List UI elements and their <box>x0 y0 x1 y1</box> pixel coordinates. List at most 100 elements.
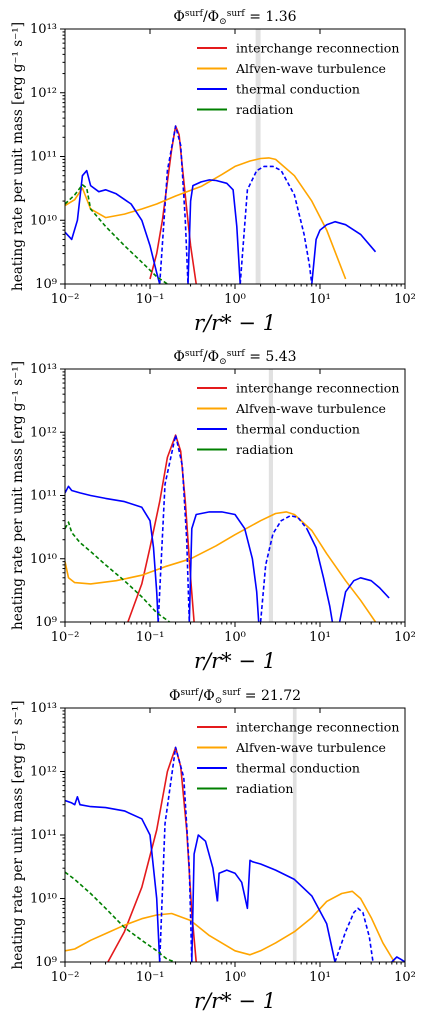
chart-title: Φsurf/Φ⊙surf = 21.72 <box>169 688 301 706</box>
title-sub: ⊙ <box>215 696 223 706</box>
y-tick-label: 10¹³ <box>30 701 57 716</box>
series-line-thermal-conduction-dashed-2- <box>259 514 308 622</box>
title-mid: /Φ <box>203 9 219 25</box>
legend: interchange reconnection Alfven-wave turb… <box>197 720 399 796</box>
x-tick-label: 10⁻¹ <box>136 970 165 985</box>
legend-label: radiation <box>236 442 293 457</box>
chart-panel-3: 10⁻² 10⁻¹ 10⁰ 10¹ 10² 10⁹ 10¹⁰ 10¹¹ 10¹² 10¹³ Φsur… <box>10 688 416 1013</box>
x-tick-label: 10⁰ <box>224 292 246 307</box>
x-tick-label: 10² <box>394 970 416 985</box>
legend: interchange reconnection Alfven-wave turb… <box>197 41 399 117</box>
legend-label: interchange reconnection <box>236 381 399 396</box>
shaded-band <box>268 369 274 622</box>
title-main: Φ <box>173 9 184 25</box>
x-axis-label: r/r* − 1 <box>194 311 276 335</box>
y-axis-label: heating rate per unit mass [erg g⁻¹ s⁻¹] <box>10 701 26 970</box>
x-axis-label: r/r* − 1 <box>194 989 276 1013</box>
legend-label: interchange reconnection <box>236 41 399 56</box>
legend: interchange reconnection Alfven-wave turb… <box>197 381 399 457</box>
title-sup: surf <box>227 9 246 19</box>
title-sup: surf <box>185 349 204 359</box>
legend-label: Alfven-wave turbulence <box>235 61 386 76</box>
x-tick-label: 10⁻² <box>51 630 80 645</box>
series-line-thermal-conduction-dashed- <box>158 746 193 962</box>
title-sub: ⊙ <box>219 17 227 27</box>
legend-label: thermal conduction <box>236 761 360 776</box>
x-tick-label: 10⁻¹ <box>136 630 165 645</box>
y-tick-label: 10¹⁰ <box>30 213 57 228</box>
legend-label: thermal conduction <box>236 82 360 97</box>
series-line-thermal-conduction-dashed- <box>158 125 189 284</box>
title-sup: surf <box>185 9 204 19</box>
series-line-thermal-conduction-3- <box>311 220 377 284</box>
series-line-alfven-wave-turbulence <box>65 157 347 280</box>
x-tick-label: 10¹ <box>309 630 331 645</box>
y-tick-label: 10¹⁰ <box>30 552 57 567</box>
title-value: = 1.36 <box>245 9 297 25</box>
x-tick-label: 10² <box>394 292 416 307</box>
x-tick-label: 10² <box>394 630 416 645</box>
series-group <box>65 434 390 622</box>
x-tick-label: 10⁻¹ <box>136 292 165 307</box>
x-tick-label: 10¹ <box>309 292 331 307</box>
legend-label: thermal conduction <box>236 422 360 437</box>
series-line-thermal-conduction-dashed-2- <box>334 907 374 962</box>
y-axis-label: heating rate per unit mass [erg g⁻¹ s⁻¹] <box>10 22 26 291</box>
x-tick-label: 10¹ <box>309 970 331 985</box>
title-value: = 21.72 <box>240 688 301 704</box>
series-line-thermal-conduction-2- <box>187 179 241 284</box>
series-line-thermal-conduction-2- <box>188 511 260 622</box>
series-line-thermal-conduction-3- <box>306 528 334 622</box>
title-sup: surf <box>222 688 241 698</box>
series-line-thermal-conduction <box>65 169 161 284</box>
series-line-thermal-conduction-3- <box>216 859 336 962</box>
legend-label: radiation <box>236 102 293 117</box>
y-tick-label: 10⁹ <box>35 615 57 630</box>
title-sup: surf <box>180 688 199 698</box>
series-line-thermal-conduction-2- <box>191 834 219 962</box>
chart-title: Φsurf/Φ⊙surf = 1.36 <box>173 9 296 27</box>
title-main: Φ <box>173 349 184 365</box>
x-tick-label: 10⁻² <box>51 292 80 307</box>
chart-panel-2: 10⁻² 10⁻¹ 10⁰ 10¹ 10² 10⁹ 10¹⁰ 10¹¹ 10¹² 10¹³ Φsur… <box>10 349 416 673</box>
shaded-band <box>255 29 261 284</box>
y-tick-label: 10⁹ <box>35 955 57 970</box>
series-line-thermal-conduction-dashed-2- <box>239 165 313 284</box>
y-tick-label: 10¹³ <box>30 362 57 377</box>
series-line-alfven-wave-turbulence <box>65 511 377 622</box>
series-line-radiation <box>65 521 171 622</box>
series-line-alfven-wave-turbulence <box>65 890 396 962</box>
title-value: = 5.43 <box>245 349 297 365</box>
y-tick-label: 10¹⁰ <box>30 892 57 907</box>
x-tick-label: 10⁰ <box>224 970 246 985</box>
series-line-thermal-conduction-4- <box>391 956 405 962</box>
legend-label: Alfven-wave turbulence <box>235 740 386 755</box>
shaded-band <box>292 708 297 962</box>
y-axis-label: heating rate per unit mass [erg g⁻¹ s⁻¹] <box>10 361 26 630</box>
chart-panel-1: 10⁻² 10⁻¹ 10⁰ 10¹ 10² 10⁹ 10¹⁰ 10¹¹ 10¹² 10¹³ Φsur… <box>10 9 416 335</box>
y-tick-label: 10¹³ <box>30 22 57 37</box>
y-tick-label: 10¹¹ <box>30 489 57 504</box>
title-sub: ⊙ <box>219 357 227 367</box>
chart-title: Φsurf/Φ⊙surf = 5.43 <box>173 349 296 367</box>
y-tick-label: 10¹¹ <box>30 150 57 165</box>
title-sup: surf <box>227 349 246 359</box>
series-line-thermal-conduction-dashed- <box>157 434 191 622</box>
series-line-thermal-conduction-4- <box>338 576 390 622</box>
legend-label: radiation <box>236 781 293 796</box>
y-tick-label: 10¹¹ <box>30 828 57 843</box>
series-line-radiation <box>65 184 168 284</box>
y-tick-label: 10¹² <box>30 425 57 440</box>
y-tick-label: 10¹² <box>30 765 57 780</box>
y-tick-label: 10⁹ <box>35 277 57 292</box>
legend-label: Alfven-wave turbulence <box>235 401 386 416</box>
title-mid: /Φ <box>203 349 219 365</box>
series-line-thermal-conduction <box>65 795 161 962</box>
series-group <box>65 746 405 962</box>
y-tick-label: 10¹² <box>30 86 57 101</box>
x-tick-label: 10⁻² <box>51 970 80 985</box>
x-tick-label: 10⁰ <box>224 630 246 645</box>
title-main: Φ <box>169 688 180 704</box>
title-mid: /Φ <box>199 688 215 704</box>
